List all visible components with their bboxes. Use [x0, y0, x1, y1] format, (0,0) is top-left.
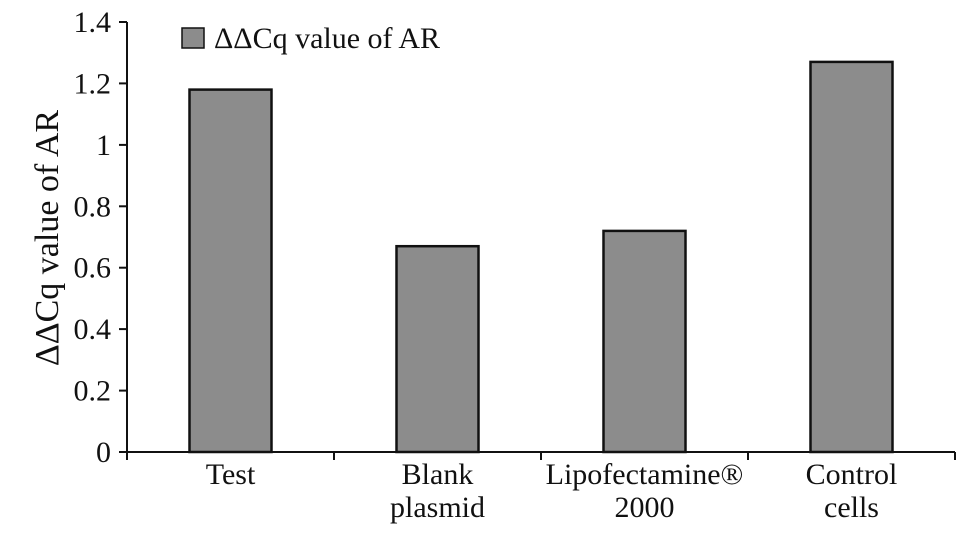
- legend-swatch: [181, 27, 205, 49]
- bar: [188, 88, 273, 454]
- category-label-line: Blank: [402, 458, 474, 491]
- plot-area: Test Blank plasmid Lipofectamine® 2000 Contro…: [74, 6, 956, 524]
- category-label-line: Test: [206, 458, 256, 491]
- category-label-line: 2000: [615, 491, 675, 524]
- bar: [602, 229, 687, 454]
- bar: [809, 60, 894, 454]
- bar: [395, 244, 480, 454]
- y-tick-label: 0: [96, 436, 111, 469]
- y-axis-label: ΔΔCq value of AR: [29, 110, 66, 367]
- y-tick-label: 0.2: [74, 375, 112, 408]
- y-tick-label: 0.6: [74, 252, 112, 285]
- y-tick-label: 0.8: [74, 190, 112, 223]
- category-label: Blank plasmid: [390, 458, 485, 524]
- category-label-line: Control: [806, 458, 898, 491]
- category-label-line: cells: [824, 491, 879, 524]
- y-tick-label: 0.4: [74, 313, 112, 346]
- category-label: Lipofectamine® 2000: [546, 458, 744, 524]
- y-tick-label: 1.2: [74, 67, 112, 100]
- legend-label: ΔΔCq value of AR: [214, 22, 440, 55]
- category-label: Control cells: [806, 458, 898, 524]
- legend: ΔΔCq value of AR: [181, 22, 440, 55]
- category-label-line: Lipofectamine®: [546, 458, 744, 491]
- category-label: Test: [206, 458, 256, 491]
- category-label-line: plasmid: [390, 491, 485, 524]
- y-tick-label: 1.4: [74, 6, 112, 39]
- y-tick-label: 1: [96, 129, 111, 162]
